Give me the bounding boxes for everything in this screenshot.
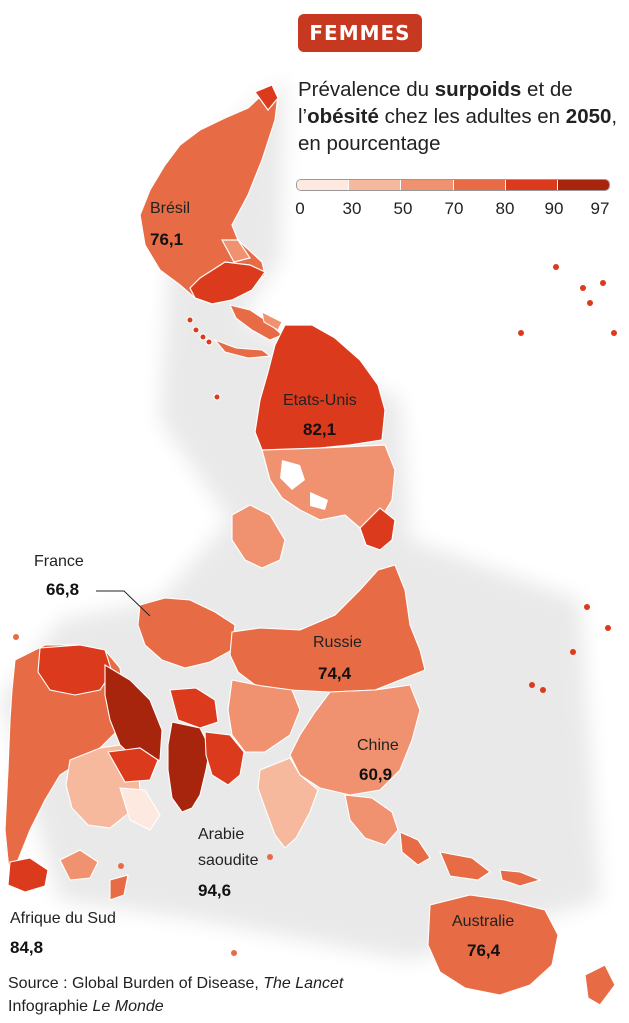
legend-swatch-5 (557, 180, 609, 190)
usa (254, 324, 386, 453)
chart-title: Prévalence du surpoids et de l’obésité c… (298, 78, 618, 155)
legend-swatch-1 (349, 180, 402, 190)
central-america (186, 304, 283, 401)
color-legend: 0 30 50 70 80 90 97 (295, 179, 610, 221)
europe (137, 597, 236, 669)
legend-swatch-2 (401, 180, 454, 190)
greenland (231, 504, 286, 569)
france-leader-line (96, 590, 151, 617)
label-etats-unis: Etats-Unis (283, 392, 357, 409)
legend-tick-80: 80 (495, 199, 515, 218)
eurasia (137, 564, 542, 887)
legend-tick-70: 70 (444, 199, 464, 218)
legend-swatch-0 (297, 180, 350, 190)
china (289, 684, 421, 796)
legend-tick-97: 97 (590, 199, 610, 218)
africa (4, 644, 163, 901)
label-chine: Chine (357, 737, 399, 754)
india (257, 757, 319, 849)
value-france: 66,8 (46, 580, 80, 599)
credit-line: Infographie Le Monde (8, 998, 164, 1015)
legend-tick-30: 30 (342, 199, 362, 218)
legend-color-bar (296, 179, 610, 191)
label-afrique-du-sud: Afrique du Sud (10, 910, 116, 927)
iran (204, 731, 245, 786)
legend-tick-90: 90 (544, 199, 564, 218)
label-saoudite: saoudite (198, 852, 259, 869)
value-russie: 74,4 (318, 664, 352, 683)
source-credit: Source : Global Burden of Disease, The L… (8, 972, 343, 1018)
south-america-south (189, 261, 266, 305)
value-etats-unis: 82,1 (303, 420, 337, 439)
legend-swatch-4 (505, 180, 558, 190)
label-france: France (34, 553, 84, 570)
value-chine: 60,9 (359, 765, 393, 784)
value-australie: 76,4 (467, 941, 501, 960)
new-zealand (584, 964, 616, 1006)
legend-tick-0: 0 (295, 199, 305, 218)
legend-swatch-3 (453, 180, 506, 190)
africa-north (37, 644, 113, 696)
oceania (427, 894, 616, 1006)
legend-tick-50: 50 (393, 199, 413, 218)
south-america-tip (254, 84, 279, 111)
islands (13, 264, 617, 956)
value-arabie: 94,6 (198, 881, 232, 900)
label-russie: Russie (313, 634, 362, 651)
australia (427, 894, 559, 996)
middle-east (167, 687, 245, 813)
central-asia (227, 679, 301, 753)
label-arabie: Arabie (198, 826, 245, 843)
south-africa (7, 857, 49, 893)
value-afrique-du-sud: 84,8 (10, 938, 44, 957)
label-bresil: Brésil (150, 200, 191, 217)
femmes-badge: FEMMES (298, 14, 422, 52)
south-america (139, 84, 279, 305)
north-america (231, 324, 396, 569)
alaska (359, 507, 396, 551)
value-bresil: 76,1 (150, 230, 184, 249)
southeast-asia (344, 794, 399, 846)
source-line: Source : Global Burden of Disease, The L… (8, 975, 344, 992)
legend-ticks: 0 30 50 70 80 90 97 (295, 199, 610, 221)
label-australie: Australie (452, 913, 515, 930)
